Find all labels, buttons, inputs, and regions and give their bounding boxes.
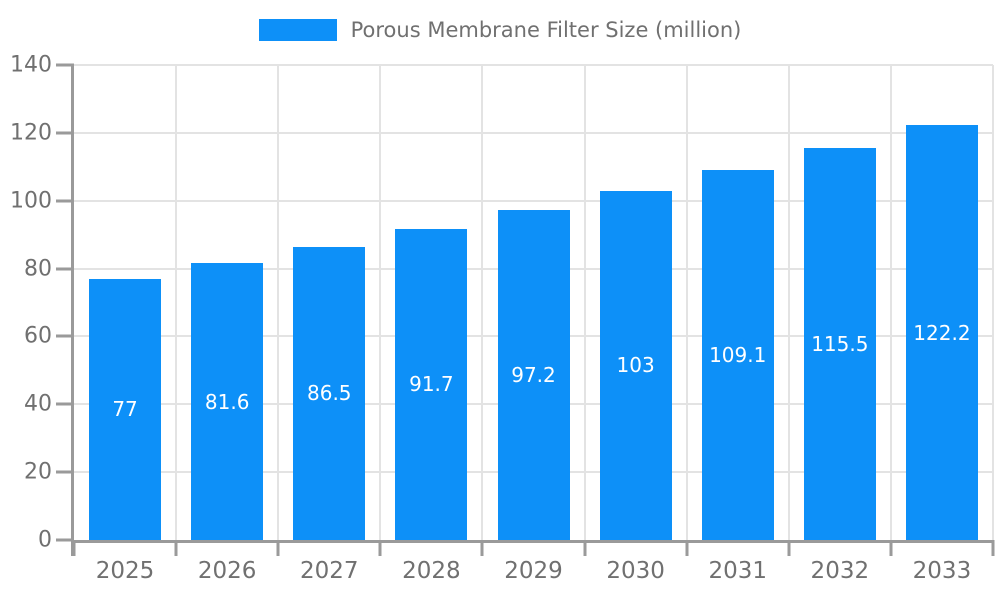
v-gridline (992, 65, 994, 540)
bar-value-label: 77 (112, 397, 138, 422)
bar-value-label: 91.7 (409, 372, 454, 397)
h-gridline (74, 64, 993, 66)
y-axis-tick (56, 131, 74, 135)
y-axis-tick (56, 63, 74, 67)
legend-swatch-icon (258, 19, 337, 41)
y-axis-tick (56, 334, 74, 338)
x-axis-label: 2033 (912, 558, 972, 584)
bar-value-label: 81.6 (204, 389, 250, 414)
y-axis-labels: 0 20 40 60 80 100 120 140 (0, 53, 52, 553)
x-axis-tick (72, 540, 76, 556)
bar-2027[interactable]: 86.5 (293, 246, 366, 540)
v-gridline (277, 65, 280, 540)
bar-value-label: 86.5 (307, 381, 352, 406)
bar-2030[interactable]: 103 (599, 190, 672, 540)
x-axis-tick (889, 540, 893, 556)
x-axis-tick (480, 540, 484, 556)
bar-2025[interactable]: 77 (89, 278, 162, 540)
x-axis-tick (787, 540, 791, 556)
bar-2033[interactable]: 122.2 (905, 125, 978, 540)
bar-2029[interactable]: 97.2 (497, 210, 570, 540)
x-axis-tick (378, 540, 382, 556)
x-axis-label: 2026 (197, 558, 257, 584)
bar-2031[interactable]: 109.1 (701, 169, 774, 540)
y-axis-line (71, 65, 74, 556)
v-gridline (787, 65, 790, 540)
plot-area: 77 81.6 86.5 91.7 97.2 103 109.1 115.5 122.2 (56, 63, 995, 556)
y-axis-tick (56, 470, 74, 474)
bar-2032[interactable]: 115.5 (803, 148, 876, 540)
bar-2026[interactable]: 81.6 (191, 263, 264, 540)
bar-value-label: 115.5 (811, 332, 869, 357)
v-gridline (889, 65, 892, 540)
bar-value-label: 103 (616, 353, 655, 378)
y-axis-tick (56, 267, 74, 271)
y-axis-tick (56, 402, 74, 406)
y-axis-tick (56, 199, 74, 203)
bar-value-label: 122.2 (913, 320, 971, 345)
y-axis-label: 120 (10, 120, 52, 146)
x-axis-line (71, 540, 993, 543)
v-gridline (379, 65, 382, 540)
x-axis-label: 2030 (606, 558, 665, 584)
y-axis-label: 100 (10, 188, 52, 214)
y-axis-label: 140 (10, 52, 52, 78)
x-axis-tick (276, 540, 280, 556)
x-axis-tick (174, 540, 178, 556)
bar-value-label: 109.1 (709, 342, 767, 367)
x-axis-label: 2028 (402, 558, 461, 584)
y-axis-label: 60 (24, 323, 52, 349)
y-axis-label: 80 (24, 256, 52, 282)
x-axis-label: 2029 (504, 558, 563, 584)
v-gridline (685, 65, 688, 540)
x-axis-tick (583, 540, 587, 556)
legend[interactable]: Porous Membrane Filter Size (million) (0, 18, 1000, 42)
y-axis-label: 20 (24, 459, 52, 485)
y-axis-label: 40 (24, 391, 52, 417)
h-gridline (74, 199, 993, 202)
legend-label: Porous Membrane Filter Size (million) (350, 18, 742, 42)
bar-2028[interactable]: 91.7 (395, 228, 468, 540)
v-gridline (583, 65, 586, 540)
x-axis-tick (685, 540, 689, 556)
y-axis-tick (56, 538, 74, 542)
x-axis-label: 2027 (299, 558, 359, 584)
y-axis-label: 0 (38, 527, 52, 553)
x-axis-label: 2032 (810, 558, 870, 584)
x-axis-tick (991, 540, 995, 556)
x-axis-labels: 2025 2026 2027 2028 2029 2030 2031 2032 2033 (74, 558, 993, 590)
bar-value-label: 97.2 (511, 363, 556, 388)
x-axis-label: 2031 (708, 558, 767, 584)
x-axis-label: 2025 (95, 558, 155, 584)
v-gridline (175, 65, 178, 540)
h-gridline (74, 131, 993, 134)
v-gridline (481, 65, 484, 540)
